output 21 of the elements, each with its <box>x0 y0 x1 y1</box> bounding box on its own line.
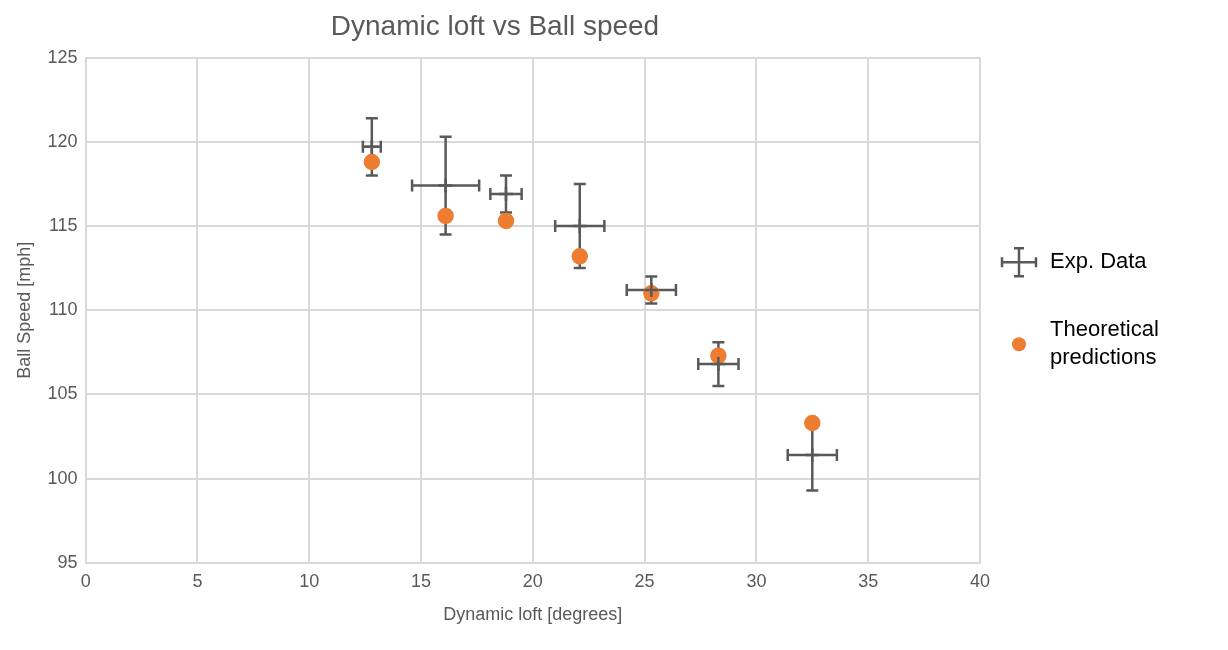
x-tick-label: 25 <box>634 570 655 591</box>
y-tick-label: 95 <box>57 551 78 572</box>
y-tick-label: 115 <box>48 214 78 235</box>
chart-title: Dynamic loft vs Ball speed <box>330 9 660 41</box>
y-tick-label: 105 <box>47 383 78 404</box>
x-tick-label: 10 <box>299 570 320 591</box>
x-tick-label: 40 <box>969 570 991 591</box>
x-tick-label: 35 <box>858 570 879 591</box>
y-axis-title: Ball Speed [mph] <box>13 241 34 379</box>
legend-label: Exp. Data <box>1050 248 1148 274</box>
x-tick-label: 30 <box>746 570 767 591</box>
y-tick-label: 110 <box>48 299 78 320</box>
x-tick-label: 0 <box>80 570 91 591</box>
y-tick-label: 120 <box>47 130 78 151</box>
x-tick-label: 20 <box>522 570 543 591</box>
x-tick-label: 5 <box>192 570 203 591</box>
x-axis-title: Dynamic loft [degrees] <box>443 604 623 625</box>
legend-label: Theoretical predictions <box>1050 316 1159 370</box>
y-tick-label: 100 <box>47 467 78 488</box>
x-tick-label: 15 <box>411 570 432 591</box>
y-tick-label: 125 <box>47 46 78 67</box>
